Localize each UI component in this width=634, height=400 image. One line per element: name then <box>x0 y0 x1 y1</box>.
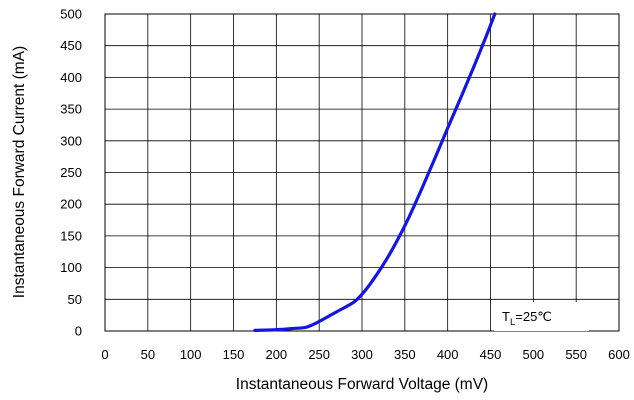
x-tick-label: 350 <box>394 347 416 362</box>
x-tick-label: 550 <box>565 347 587 362</box>
y-tick-labels: 0 50 100 150 200 250 300 350 400 450 500 <box>60 7 82 339</box>
x-tick-label: 150 <box>223 347 245 362</box>
y-tick-label: 400 <box>60 70 82 85</box>
x-tick-label: 500 <box>522 347 544 362</box>
x-tick-label: 600 <box>608 347 630 362</box>
x-tick-label: 400 <box>437 347 459 362</box>
y-tick-label: 450 <box>60 38 82 53</box>
x-tick-label: 50 <box>141 347 155 362</box>
y-tick-label: 350 <box>60 102 82 117</box>
x-axis-title: Instantaneous Forward Voltage (mV) <box>236 376 488 393</box>
plot-area <box>104 13 620 332</box>
x-tick-label: 100 <box>180 347 202 362</box>
x-tick-labels: 0 50 100 150 200 250 300 350 400 450 500 550 600 <box>101 347 629 362</box>
grid-lines <box>104 13 620 332</box>
y-axis-title: Instantaneous Forward Current (mA) <box>11 46 28 298</box>
y-tick-label: 250 <box>60 165 82 180</box>
series-group <box>253 12 497 332</box>
y-tick-label: 300 <box>60 133 82 148</box>
x-tick-label: 250 <box>308 347 330 362</box>
y-tick-label: 50 <box>68 292 82 307</box>
x-tick-label: 300 <box>351 347 373 362</box>
series-line <box>253 12 497 332</box>
y-tick-label: 500 <box>60 7 82 22</box>
temperature-annotation: TL=25℃ <box>502 309 552 328</box>
x-tick-label: 450 <box>480 347 502 362</box>
y-tick-label: 200 <box>60 197 82 212</box>
annotation-box <box>494 302 589 331</box>
y-tick-label: 100 <box>60 260 82 275</box>
y-tick-label: 150 <box>60 228 82 243</box>
x-tick-label: 200 <box>265 347 287 362</box>
x-tick-label: 0 <box>101 347 108 362</box>
y-tick-label: 0 <box>75 324 82 339</box>
